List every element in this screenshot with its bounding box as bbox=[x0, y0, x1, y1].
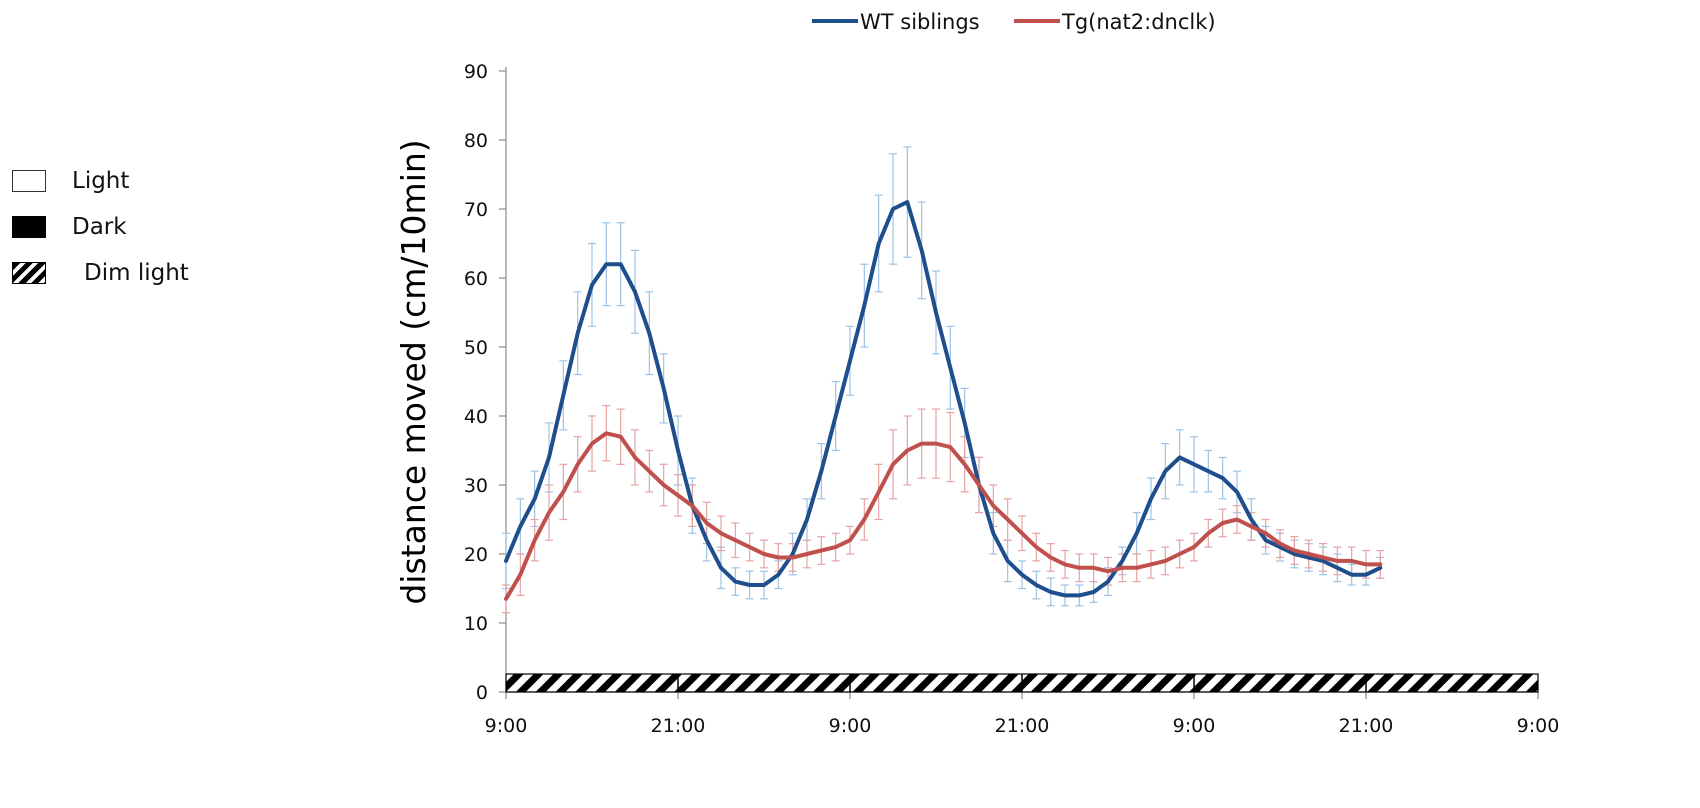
series-0-error-bars bbox=[502, 146, 1385, 607]
series-line-0 bbox=[504, 200, 1383, 598]
dark-swatch bbox=[12, 216, 46, 238]
legend-label-dark: Dark bbox=[72, 214, 127, 240]
y-tick-label: 50 bbox=[464, 337, 488, 359]
light-swatch bbox=[12, 170, 46, 192]
x-tick-label: 9:00 bbox=[829, 715, 872, 737]
x-tick-label: 9:00 bbox=[1173, 715, 1216, 737]
x-tick-label: 9:00 bbox=[485, 715, 528, 737]
y-tick-label: 80 bbox=[464, 130, 488, 152]
legend-label-series-1: Tg(nat2:dnclk) bbox=[1061, 10, 1216, 34]
y-tick-label: 60 bbox=[464, 268, 488, 290]
x-tick-label: 21:00 bbox=[995, 715, 1050, 737]
x-tick-label: 21:00 bbox=[651, 715, 706, 737]
legend-label-dim-light: Dim light bbox=[84, 260, 189, 286]
y-tick-label: 90 bbox=[464, 61, 488, 83]
y-tick-label: 30 bbox=[464, 475, 488, 497]
y-axis-title: distance moved (cm/10min) bbox=[394, 139, 433, 604]
series-line-1 bbox=[504, 431, 1383, 601]
y-tick-label: 0 bbox=[476, 682, 488, 704]
y-tick-label: 10 bbox=[464, 613, 488, 635]
legend-label-series-0: WT siblings bbox=[860, 10, 980, 34]
x-tick-label: 9:00 bbox=[1517, 715, 1560, 737]
y-tick-label: 20 bbox=[464, 544, 488, 566]
y-tick-label: 40 bbox=[464, 406, 488, 428]
series-1-error-bars bbox=[502, 405, 1385, 614]
x-tick-label: 21:00 bbox=[1339, 715, 1394, 737]
dim-light-swatch bbox=[12, 262, 46, 284]
y-tick-label: 70 bbox=[464, 199, 488, 221]
legend-label-light: Light bbox=[72, 168, 130, 194]
